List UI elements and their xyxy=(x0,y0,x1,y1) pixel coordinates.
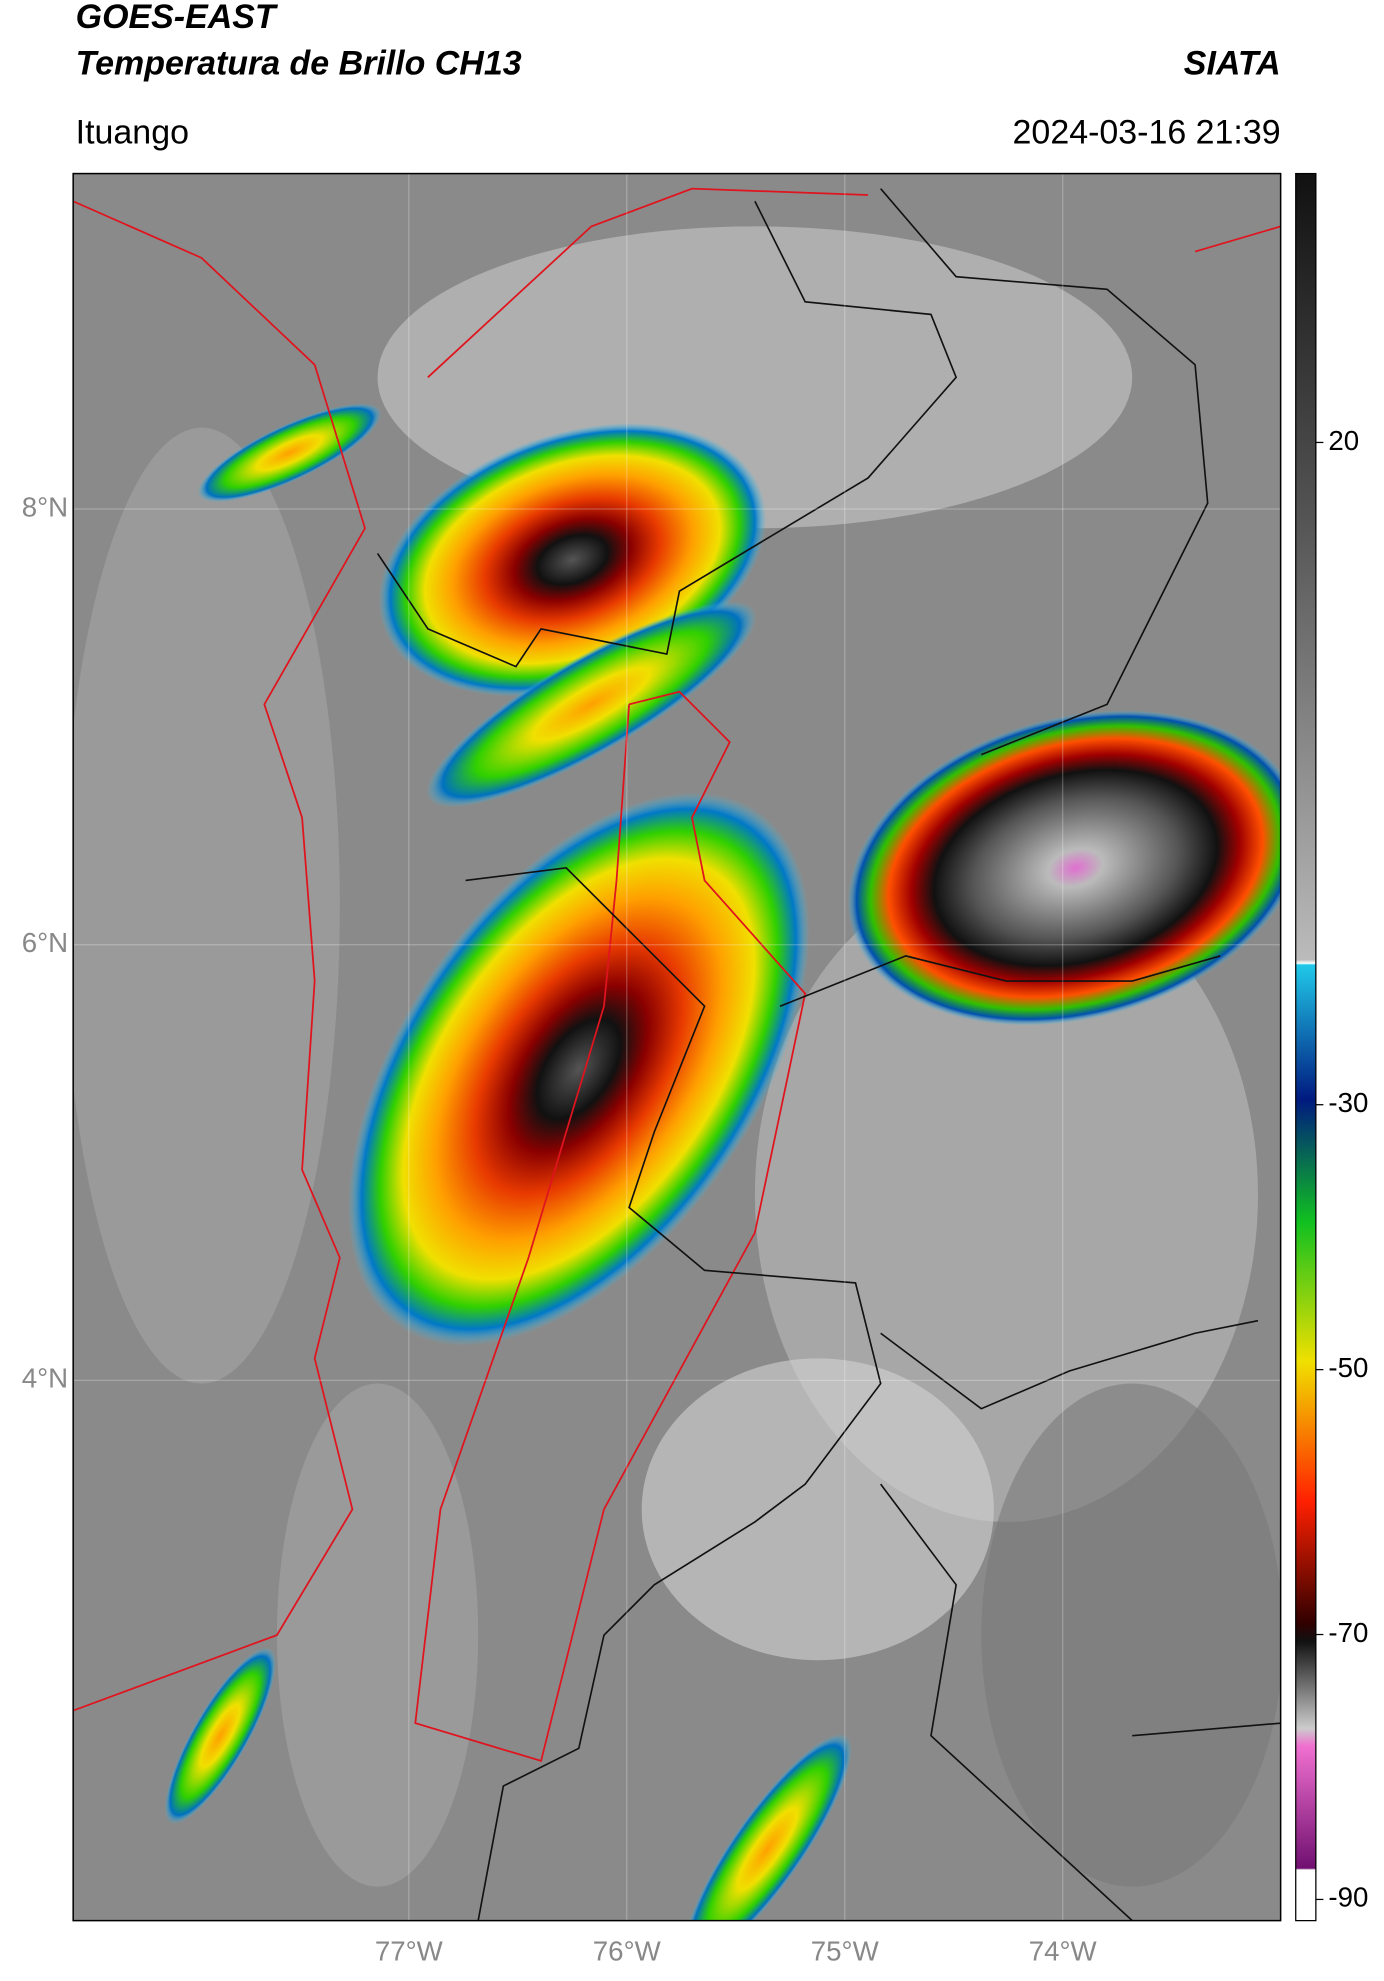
subtitle: Temperatura de Brillo CH13 xyxy=(76,44,522,82)
x-tick-label: 76°W xyxy=(593,1936,662,1967)
title: GOES-EAST xyxy=(76,0,279,36)
satellite-image xyxy=(73,173,1281,1921)
y-tick-label: 8°N xyxy=(22,491,68,522)
colorbar-tick-label: -70 xyxy=(1328,1617,1368,1648)
x-tick-label: 77°W xyxy=(375,1936,444,1967)
source: SIATA xyxy=(1184,44,1281,82)
colorbar-tick-label: -50 xyxy=(1328,1352,1368,1383)
x-tick-label: 75°W xyxy=(811,1936,880,1967)
location: Ituango xyxy=(76,114,189,152)
y-tick-label: 4°N xyxy=(22,1363,68,1394)
x-tick-label: 74°W xyxy=(1029,1936,1098,1967)
y-tick-label: 6°N xyxy=(22,927,68,958)
colorbar-tick-label: -30 xyxy=(1328,1087,1368,1118)
colorbar-tick-label: -90 xyxy=(1328,1882,1368,1913)
map-frame xyxy=(72,172,1282,1922)
datetime: 2024-03-16 21:39 xyxy=(1013,114,1281,152)
colorbar-tick-label: 20 xyxy=(1328,425,1359,456)
colorbar xyxy=(1295,172,1317,1922)
grid xyxy=(73,173,1281,1921)
